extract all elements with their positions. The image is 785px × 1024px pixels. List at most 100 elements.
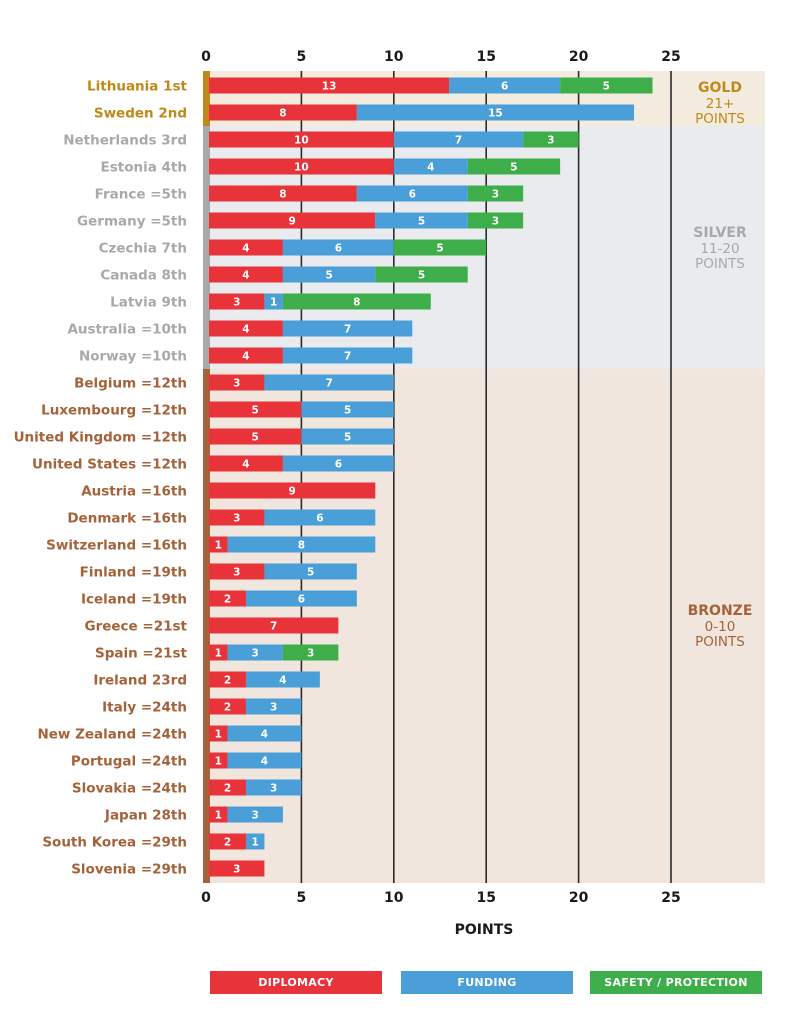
bar-diplomacy-14 <box>209 455 283 472</box>
bar-diplomacy-0 <box>209 77 450 94</box>
country-label: Belgium =12th <box>74 376 187 392</box>
bar-diplomacy-16 <box>209 509 265 526</box>
bar-diplomacy-17 <box>209 536 228 553</box>
bar-diplomacy-18 <box>209 563 265 580</box>
bar-diplomacy-6 <box>209 239 283 256</box>
bar-value-label: 3 <box>233 297 240 309</box>
country-label: Italy =24th <box>102 700 187 716</box>
band-title-bronze: BRONZE <box>688 603 753 619</box>
bar-value-label: 4 <box>242 459 249 471</box>
country-label: Switzerland =16th <box>46 538 187 554</box>
bar-funding-24 <box>227 725 302 742</box>
band-range-gold: 21+ <box>706 96 735 112</box>
bar-value-label: 8 <box>279 189 286 201</box>
bar-value-label: 3 <box>252 810 259 822</box>
country-label: Czechia 7th <box>99 241 187 257</box>
legend-funding: FUNDING <box>401 971 573 994</box>
country-label: Iceland =19th <box>81 592 187 608</box>
country-label: Lithuania 1st <box>87 79 187 95</box>
bar-value-label: 5 <box>510 162 517 174</box>
bar-value-label: 1 <box>215 648 222 660</box>
bar-value-label: 6 <box>335 459 342 471</box>
bar-value-label: 9 <box>289 486 296 498</box>
bar-value-label: 3 <box>233 513 240 525</box>
tier-bar-silver <box>203 126 210 369</box>
x-tick-bottom-15: 15 <box>476 890 495 906</box>
country-label: United States =12th <box>32 457 187 473</box>
bar-diplomacy-24 <box>209 725 228 742</box>
bar-value-label: 1 <box>215 540 222 552</box>
bar-value-label: 3 <box>270 702 277 714</box>
band-range-bronze: 0-10 <box>705 619 736 635</box>
bar-funding-18 <box>264 563 357 580</box>
bar-value-label: 5 <box>252 405 259 417</box>
country-label: Spain =21st <box>95 646 188 662</box>
bar-safety-protection-3 <box>467 158 561 175</box>
bar-funding-13 <box>301 428 394 445</box>
bar-diplomacy-9 <box>209 320 283 337</box>
bar-value-label: 4 <box>242 324 249 336</box>
x-axis-top: 0 5 10 15 20 25 <box>201 49 681 65</box>
bar-value-label: 1 <box>215 729 222 741</box>
bar-diplomacy-3 <box>209 158 394 175</box>
country-label: Australia =10th <box>67 322 187 338</box>
bar-funding-21 <box>227 644 283 661</box>
bar-value-label: 6 <box>298 594 305 606</box>
bar-value-label: 5 <box>418 270 425 282</box>
bar-value-label: 2 <box>224 702 231 714</box>
bar-value-label: 7 <box>270 621 277 633</box>
bar-value-label: 3 <box>492 216 499 228</box>
bar-diplomacy-8 <box>209 293 265 310</box>
bar-value-label: 8 <box>353 297 360 309</box>
bar-funding-4 <box>356 185 468 202</box>
band-points-silver: POINTS <box>695 256 745 272</box>
bar-value-label: 15 <box>488 108 503 120</box>
country-label: United Kingdom =12th <box>14 430 187 446</box>
bar-safety-protection-4 <box>467 185 524 202</box>
bar-value-label: 5 <box>436 243 443 255</box>
bar-value-label: 3 <box>270 783 277 795</box>
bar-safety-protection-0 <box>560 77 653 94</box>
bar-funding-19 <box>245 590 357 607</box>
bar-value-label: 6 <box>501 81 508 93</box>
bar-diplomacy-2 <box>209 131 394 148</box>
tier-bar-gold <box>203 71 210 126</box>
bar-funding-26 <box>245 779 302 796</box>
bar-funding-2 <box>393 131 524 148</box>
band-points-gold: POINTS <box>695 111 745 127</box>
bar-funding-17 <box>227 536 376 553</box>
bar-diplomacy-11 <box>209 374 265 391</box>
bar-value-label: 5 <box>307 567 314 579</box>
bar-diplomacy-22 <box>209 671 246 688</box>
band-points-bronze: POINTS <box>695 634 745 650</box>
bar-funding-25 <box>227 752 302 769</box>
bar-value-label: 2 <box>224 783 231 795</box>
x-tick-top-20: 20 <box>569 49 589 65</box>
bar-value-label: 6 <box>316 513 323 525</box>
bar-value-label: 8 <box>279 108 286 120</box>
bar-value-label: 10 <box>294 162 309 174</box>
bar-diplomacy-4 <box>209 185 357 202</box>
bar-value-label: 2 <box>224 594 231 606</box>
bar-value-label: 1 <box>270 297 277 309</box>
band-title-silver: SILVER <box>693 225 747 241</box>
country-label: Estonia 4th <box>101 160 188 176</box>
bar-funding-7 <box>282 266 376 283</box>
bar-safety-protection-21 <box>282 644 339 661</box>
country-label: Finland =19th <box>80 565 187 581</box>
bar-value-label: 5 <box>325 270 332 282</box>
bar-value-label: 5 <box>252 432 259 444</box>
country-label: Latvia 9th <box>110 295 187 311</box>
bar-diplomacy-7 <box>209 266 283 283</box>
bar-value-label: 3 <box>547 135 554 147</box>
bar-funding-6 <box>282 239 394 256</box>
bar-funding-1 <box>356 104 635 121</box>
legend-diplomacy: DIPLOMACY <box>210 971 382 994</box>
x-tick-top-25: 25 <box>661 49 680 65</box>
bar-value-label: 1 <box>215 756 222 768</box>
bar-value-label: 4 <box>427 162 434 174</box>
bar-funding-10 <box>282 347 413 364</box>
x-tick-top-5: 5 <box>297 49 307 65</box>
bar-diplomacy-27 <box>209 806 228 823</box>
